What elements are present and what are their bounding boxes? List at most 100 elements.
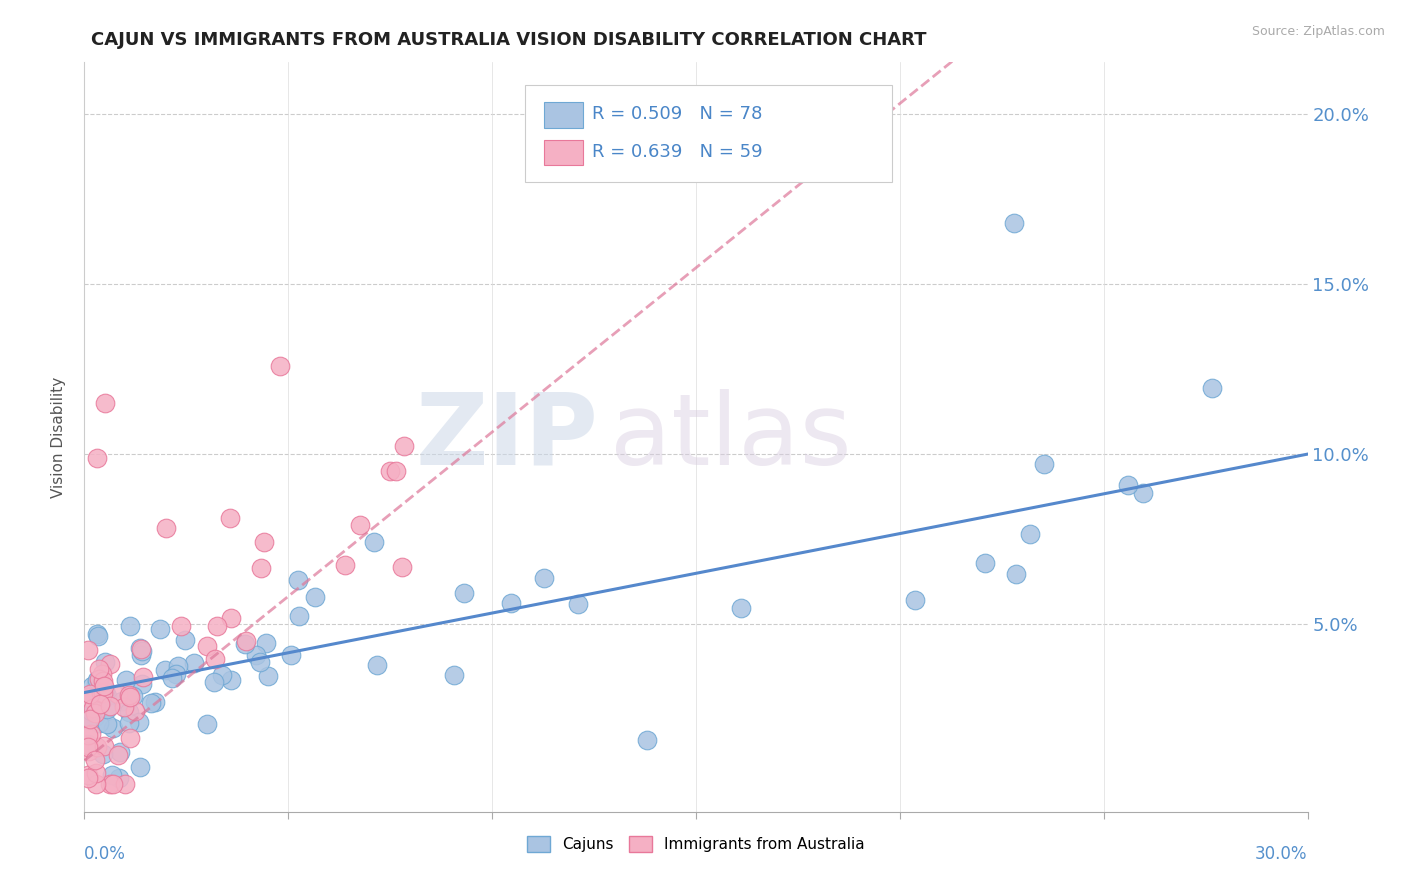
Point: [77, 713, 100, 727]
Point: [77, 768, 100, 782]
Point: [128, 714, 150, 729]
Point: [101, 721, 124, 735]
Point: [84, 676, 107, 690]
Point: [233, 637, 256, 651]
Point: [121, 690, 143, 704]
Point: [93, 674, 115, 689]
Point: [118, 690, 141, 705]
Point: [86, 740, 108, 755]
Point: [89, 673, 111, 687]
Point: [98, 657, 121, 671]
Point: [1132, 485, 1154, 500]
Point: [93, 396, 115, 410]
Point: [453, 585, 475, 599]
Point: [155, 521, 177, 535]
Point: [131, 643, 153, 657]
Point: [124, 704, 146, 718]
Point: [378, 464, 401, 478]
Point: [112, 700, 135, 714]
Point: [84, 766, 107, 780]
Point: [1019, 527, 1042, 541]
Point: [96, 690, 118, 704]
Point: [1116, 477, 1139, 491]
Point: [94, 684, 117, 698]
Point: [287, 574, 309, 588]
Point: [132, 670, 155, 684]
Point: [77, 694, 100, 708]
Point: [131, 677, 153, 691]
Point: [170, 619, 193, 633]
Text: atlas: atlas: [610, 389, 852, 485]
Point: [567, 597, 589, 611]
Text: R = 0.639   N = 59: R = 0.639 N = 59: [592, 143, 762, 161]
Point: [82, 679, 104, 693]
Point: [269, 359, 291, 373]
Legend: Cajuns, Immigrants from Australia: Cajuns, Immigrants from Australia: [522, 830, 870, 858]
Point: [89, 697, 111, 711]
Point: [77, 642, 100, 657]
Point: [235, 634, 257, 648]
Point: [115, 673, 138, 688]
Point: [219, 673, 242, 687]
Point: [93, 739, 115, 754]
Point: [98, 777, 121, 791]
Point: [91, 666, 114, 681]
Point: [174, 632, 197, 647]
Point: [86, 627, 108, 641]
Point: [129, 760, 152, 774]
Point: [101, 768, 124, 782]
Point: [304, 590, 326, 604]
Point: [636, 733, 658, 747]
Point: [391, 560, 413, 574]
Point: [87, 715, 110, 730]
Point: [83, 710, 105, 724]
Point: [1201, 381, 1223, 395]
Point: [249, 656, 271, 670]
Point: [83, 703, 105, 717]
Point: [86, 450, 108, 465]
Point: [349, 517, 371, 532]
Point: [211, 668, 233, 682]
Text: CAJUN VS IMMIGRANTS FROM AUSTRALIA VISION DISABILITY CORRELATION CHART: CAJUN VS IMMIGRANTS FROM AUSTRALIA VISIO…: [91, 31, 927, 49]
Point: [118, 688, 141, 702]
Point: [197, 639, 219, 653]
Point: [114, 777, 136, 791]
Point: [219, 611, 242, 625]
Point: [103, 777, 125, 791]
Point: [79, 687, 101, 701]
Text: 0.0%: 0.0%: [84, 846, 127, 863]
Point: [183, 656, 205, 670]
Point: [77, 737, 100, 751]
Point: [87, 629, 110, 643]
Point: [366, 658, 388, 673]
Point: [83, 753, 105, 767]
Point: [117, 705, 139, 719]
Point: [94, 655, 117, 669]
Point: [84, 706, 107, 721]
Point: [1033, 457, 1056, 471]
Point: [84, 777, 107, 791]
Point: [165, 667, 187, 681]
Point: [107, 687, 129, 701]
Point: [79, 727, 101, 741]
Point: [86, 673, 108, 688]
Point: [79, 705, 101, 719]
Point: [77, 727, 100, 741]
Point: [195, 717, 218, 731]
Point: [118, 716, 141, 731]
Point: [96, 716, 118, 731]
Point: [202, 674, 225, 689]
Point: [973, 556, 995, 570]
Point: [77, 739, 100, 754]
Point: [205, 618, 228, 632]
Point: [82, 701, 104, 715]
Point: [108, 745, 131, 759]
Point: [129, 641, 152, 656]
Point: [77, 744, 100, 758]
Point: [254, 635, 277, 649]
Point: [167, 659, 190, 673]
Point: [77, 739, 100, 753]
Point: [129, 642, 152, 657]
Text: 30.0%: 30.0%: [1256, 846, 1308, 863]
Point: [245, 648, 267, 662]
